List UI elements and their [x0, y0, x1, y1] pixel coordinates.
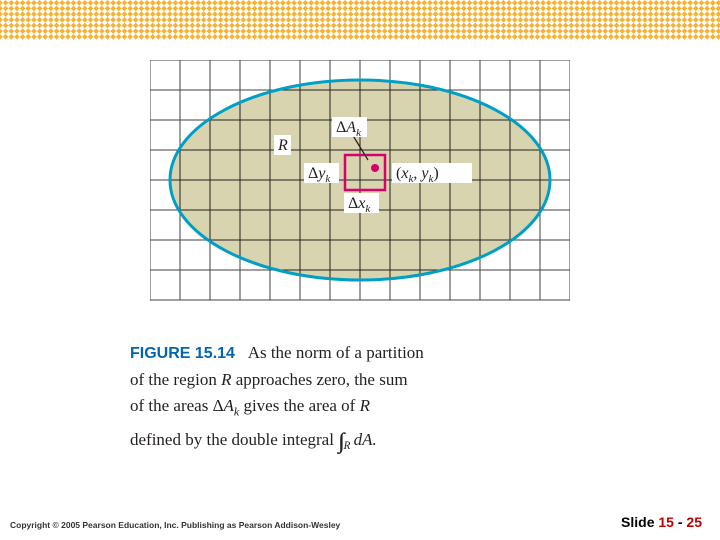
chapter-number: 15 [658, 514, 674, 530]
caption-dA: dA. [349, 430, 376, 449]
slide-prefix: Slide [621, 514, 658, 530]
caption-text-3b: gives the area of [239, 396, 359, 415]
caption-text-1: As the norm of a partition [248, 343, 424, 362]
caption-text-4a: defined by the double integral [130, 430, 338, 449]
footer: Copyright © 2005 Pearson Education, Inc.… [0, 508, 720, 530]
figure-diagram: RΔAkΔykΔxk(xk, yk) [150, 60, 570, 310]
caption-text-2a: of the region [130, 370, 221, 389]
double-integral: ∫∫R [338, 430, 349, 449]
caption-A: A [224, 396, 234, 415]
caption-R2: R [360, 396, 370, 415]
slide-number: Slide 15 - 25 [621, 514, 702, 530]
caption-text-2b: approaches zero, the sum [232, 370, 408, 389]
figure-number: FIGURE 15.14 [130, 345, 235, 362]
copyright-text: Copyright © 2005 Pearson Education, Inc.… [10, 520, 340, 530]
caption-R: R [221, 370, 231, 389]
slide: RΔAkΔykΔxk(xk, yk) FIGURE 15.14 As the n… [0, 0, 720, 540]
pattern-fill [0, 0, 720, 40]
figure-caption: FIGURE 15.14 As the norm of a partition … [130, 340, 590, 455]
page-number: 25 [686, 514, 702, 530]
svg-text:R: R [277, 137, 288, 154]
caption-text-3a: of the areas Δ [130, 396, 224, 415]
slide-sep: - [674, 514, 686, 530]
top-pattern-band [0, 0, 720, 40]
